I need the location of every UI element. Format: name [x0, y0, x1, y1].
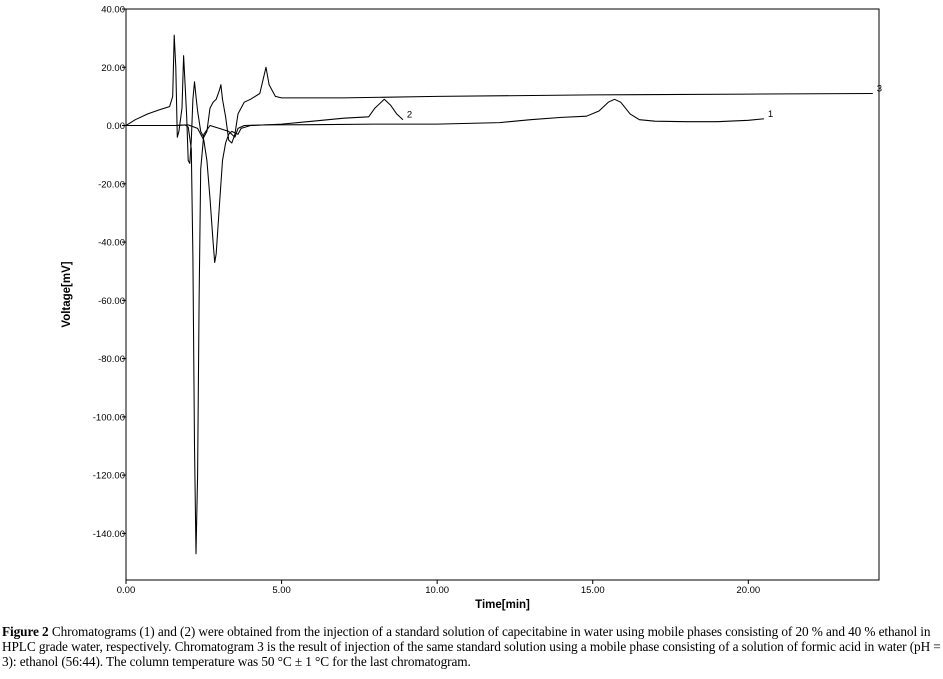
y-tick-label: -40.00 [98, 238, 125, 249]
y-tick-label: -100.00 [93, 412, 125, 423]
figure-caption-text: Chromatograms (1) and (2) were obtained … [2, 624, 941, 669]
y-tick-label: -60.00 [98, 296, 125, 307]
series-2-label: 2 [407, 110, 412, 121]
figure-label: Figure 2 [2, 624, 49, 639]
x-tick-label: 10.00 [425, 585, 449, 596]
y-tick-label: 0.00 [107, 121, 126, 132]
series-labels: 123 [407, 83, 882, 120]
y-tick-label: -80.00 [98, 354, 125, 365]
y-axis-ticks: 40.00 20.00 0.00 -20.00 -40.00 -60.00 -80.00 -1… [93, 5, 126, 540]
y-tick-label: -20.00 [98, 179, 125, 190]
chromatogram-chart: 40.0020.000.00-20.00-40.00-60.00-80.00-1… [61, 5, 882, 612]
x-tick-label: 0.00 [117, 585, 136, 596]
x-axis-title: Time[min] [475, 599, 530, 611]
figure-caption: Figure 2 Chromatograms (1) and (2) were … [2, 624, 941, 669]
plot-frame [125, 8, 880, 581]
series-1-label: 1 [768, 109, 773, 120]
series-3-line [125, 34, 873, 164]
y-tick-label: -140.00 [93, 529, 125, 540]
chromatogram-traces [125, 34, 873, 555]
x-axis-ticks: 0.00 5.00 10.00 15.00 20.00 [117, 580, 760, 596]
y-tick-label: -120.00 [93, 471, 125, 482]
y-axis-title: Voltage[mV] [61, 261, 73, 327]
x-tick-label: 20.00 [736, 585, 760, 596]
x-tick-label: 5.00 [272, 585, 291, 596]
series-2-line [126, 98, 404, 264]
y-tick-label: 20.00 [101, 63, 125, 74]
y-tick-label: 40.00 [101, 5, 125, 16]
x-tick-label: 15.00 [581, 585, 605, 596]
